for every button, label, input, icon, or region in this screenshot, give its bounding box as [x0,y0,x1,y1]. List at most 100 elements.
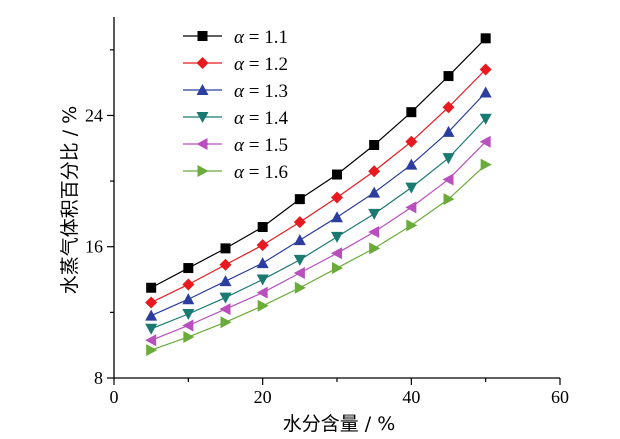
data-point [182,278,195,291]
series-2 [145,63,492,309]
legend-label: α = 1.1 [234,27,288,48]
legend-marker [197,165,209,177]
series-6 [146,158,492,357]
data-point [220,243,231,254]
legend-marker [196,138,208,150]
legend: α = 1.1α = 1.2α = 1.3α = 1.4α = 1.5α = 1… [183,27,288,183]
legend-alpha-value: = 1.1 [244,27,288,48]
y-tick-label: 8 [94,368,103,388]
data-point [369,139,380,150]
data-point [145,296,158,309]
legend-alpha-value: = 1.4 [244,108,288,129]
data-point [442,101,455,114]
data-point [145,323,158,335]
y-tick-label: 24 [85,105,103,125]
legend-label: α = 1.5 [234,135,288,156]
data-point [146,344,158,357]
data-point [145,309,158,321]
series-line [150,141,487,341]
x-tick-label: 40 [402,387,420,407]
data-point [293,216,306,229]
legend-alpha-symbol: α [234,135,245,156]
data-point [331,231,343,243]
data-point [480,33,491,44]
data-point [219,303,231,316]
data-point [219,258,232,271]
series-5 [145,135,491,347]
data-point [331,211,343,223]
legend-label: α = 1.6 [234,162,288,183]
data-point [183,263,194,274]
data-point [331,247,342,260]
axes [107,17,561,385]
data-point [293,254,306,266]
legend-marker [196,57,209,69]
plot-area [145,33,492,357]
legend-alpha-value: = 1.3 [244,81,288,102]
data-point [479,135,491,148]
data-point [256,286,268,299]
data-point [405,158,418,170]
data-point [182,319,194,332]
series-line [150,92,487,317]
data-point [332,169,342,180]
legend-alpha-symbol: α [234,81,245,102]
series-3 [145,86,492,321]
series-4 [145,113,492,335]
data-point [443,71,454,82]
data-point [145,334,157,347]
data-point [256,239,269,252]
x-axis-title: 水分含量 / % [283,413,396,435]
series-line [150,118,487,330]
data-point [479,86,492,98]
data-point [405,182,418,194]
data-point [442,125,455,137]
data-point [368,186,381,198]
data-point [443,193,455,206]
data-point [405,135,418,148]
data-point [182,309,195,321]
tick-labels: 0 20 40 60 8 16 24 [85,105,569,407]
legend-label: α = 1.4 [234,108,288,129]
series-line [150,164,487,351]
y-axis-title: 水蒸气体积百分比 / % [59,106,81,295]
data-point [442,173,454,186]
data-point [405,201,417,214]
data-point [257,299,269,312]
legend-alpha-symbol: α [234,162,245,183]
legend-item-2: α = 1.2 [183,54,288,75]
data-point [220,316,232,329]
legend-item-3: α = 1.3 [183,81,288,102]
legend-alpha-symbol: α [234,108,245,129]
data-point [219,275,232,287]
data-point [331,191,343,204]
data-point [406,219,418,232]
legend-item-5: α = 1.5 [183,135,288,156]
data-point [293,266,305,279]
series-line [150,69,487,304]
data-point [256,274,269,286]
data-point [146,282,157,293]
series-1 [146,33,491,293]
data-point [219,292,232,304]
data-point [257,222,268,233]
data-point [256,257,269,269]
legend-alpha-symbol: α [234,54,245,75]
x-tick-label: 20 [254,387,272,407]
legend-marker [196,84,209,95]
legend-item-6: α = 1.6 [183,162,288,183]
data-point [294,281,306,294]
data-point [294,194,305,205]
data-point [479,63,492,76]
x-tick-label: 0 [110,387,119,407]
legend-marker [196,112,209,123]
legend-alpha-value: = 1.6 [244,162,288,183]
legend-marker [197,31,208,41]
x-tick-label: 60 [551,387,569,407]
data-point [368,208,381,220]
legend-item-4: α = 1.4 [183,108,288,129]
series-line [150,37,487,289]
data-point [480,158,492,171]
data-point [183,330,195,343]
